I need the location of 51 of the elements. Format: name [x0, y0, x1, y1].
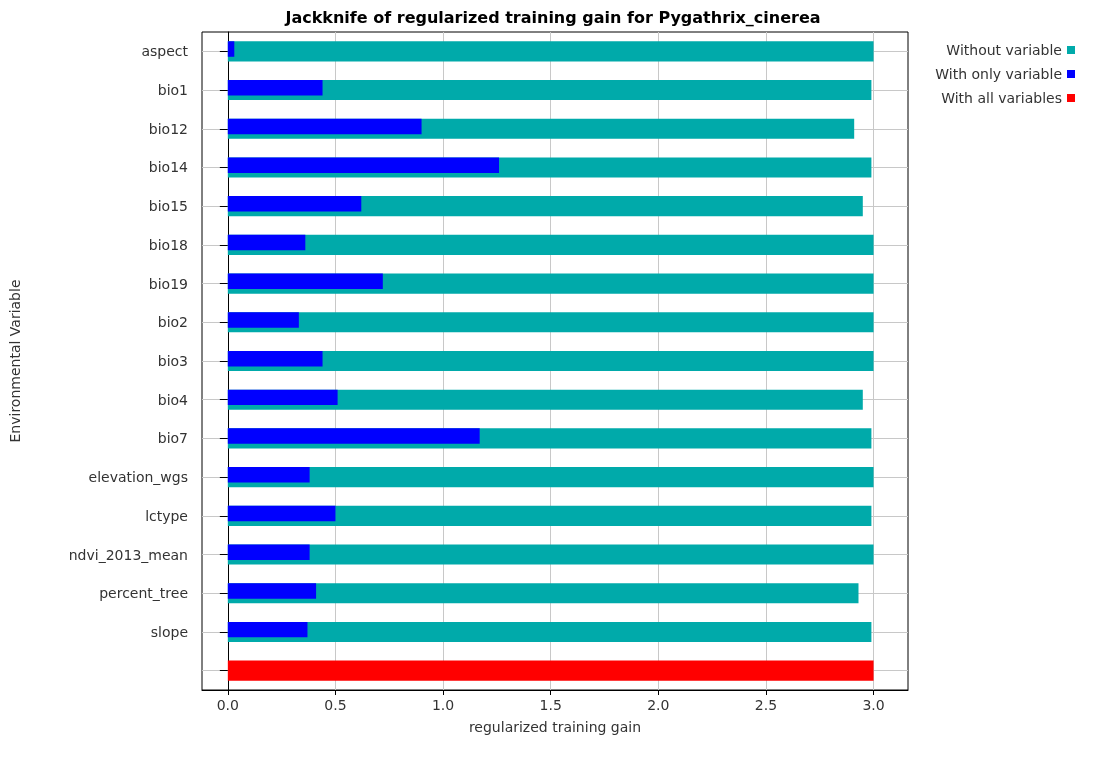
bar	[227, 350, 323, 367]
y-tick-label: lctype	[145, 507, 188, 524]
bar	[227, 41, 235, 57]
x-axis-title: regularized training gain	[468, 719, 642, 735]
bar	[227, 80, 323, 96]
x-tick-label: 0.5	[324, 697, 347, 713]
x-tick-label: 2.0	[647, 697, 670, 713]
bar	[227, 157, 500, 173]
bar	[227, 660, 874, 681]
bar	[227, 312, 874, 333]
y-tick-label: bio14	[148, 159, 189, 176]
bar	[227, 505, 336, 522]
x-tick-label: 0.0	[216, 697, 239, 713]
bar	[227, 234, 874, 255]
bar	[227, 273, 383, 290]
y-tick-label: bio4	[157, 391, 189, 408]
y-axis-title: Environmental Variable	[7, 279, 23, 443]
y-tick-label: bio18	[148, 236, 188, 253]
y-tick-label: percent_tree	[99, 585, 188, 602]
legend-label: With only variable	[935, 66, 1062, 82]
bar	[227, 428, 480, 444]
legend-label: With all variables	[941, 90, 1062, 106]
y-tick-label: slope	[150, 623, 188, 640]
legend-label: Without variable	[946, 42, 1062, 58]
bar	[227, 118, 422, 135]
bar	[227, 544, 310, 560]
bar	[227, 583, 317, 599]
bar	[227, 41, 874, 62]
x-tick-label: 3.0	[862, 697, 885, 713]
y-tick-label: bio19	[148, 275, 188, 292]
bar	[227, 621, 872, 642]
y-tick-label: bio3	[157, 353, 188, 369]
y-tick-label: elevation_wgs	[88, 469, 188, 486]
y-tick-label: bio7	[157, 430, 188, 447]
bar	[227, 467, 310, 483]
y-tick-label: bio1	[157, 82, 188, 99]
x-tick-label: 2.5	[754, 697, 778, 713]
bar	[227, 196, 362, 212]
chart-title: Jackknife of regularized training gain for Pygathrix_cinerea	[284, 7, 821, 27]
bar	[227, 621, 308, 638]
bar	[227, 544, 874, 565]
y-tick-label: bio15	[148, 198, 188, 215]
y-tick-label: bio12	[148, 120, 188, 137]
y-tick-label: ndvi_2013_mean	[68, 546, 188, 563]
bar	[227, 312, 299, 328]
y-tick-label: bio2	[157, 314, 188, 331]
x-tick-label: 1.0	[431, 697, 455, 713]
bar	[227, 234, 306, 251]
y-tick-label: aspect	[141, 43, 189, 60]
x-tick-label: 1.5	[539, 697, 562, 713]
bar	[227, 389, 338, 406]
